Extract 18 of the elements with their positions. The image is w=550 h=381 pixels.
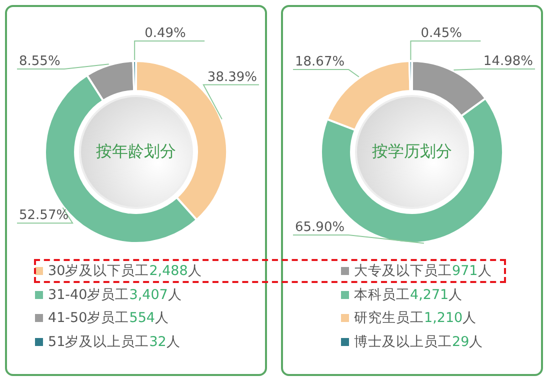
legend-label: 大专及以下员工971人 [353, 262, 492, 281]
text: 按年龄划分 [96, 142, 176, 162]
data-label: 18.67% [295, 54, 345, 70]
legend-label: 51岁及以上员工32人 [47, 332, 182, 352]
legend-label: 31-40岁员工3,407人 [47, 286, 183, 304]
legend-label: 本科员工4,271人 [353, 286, 464, 304]
legend-label: 41-50岁员工554人 [47, 309, 170, 328]
data-label: 38.39% [207, 70, 257, 85]
data-label: 65.90% [295, 220, 345, 235]
legend-label: 30岁及以下员工2,488人 [47, 262, 202, 281]
data-label: 0.45% [420, 26, 462, 41]
text: 按学历划分 [372, 142, 452, 162]
data-label: 8.55% [19, 54, 60, 69]
data-label: 52.57% [19, 208, 69, 224]
data-label: 14.98% [483, 54, 533, 69]
data-label: 0.49% [144, 26, 186, 41]
legend-label: 博士及以上员工29人 [353, 332, 484, 352]
legend-label: 研究生员工1,210人 [353, 309, 478, 328]
